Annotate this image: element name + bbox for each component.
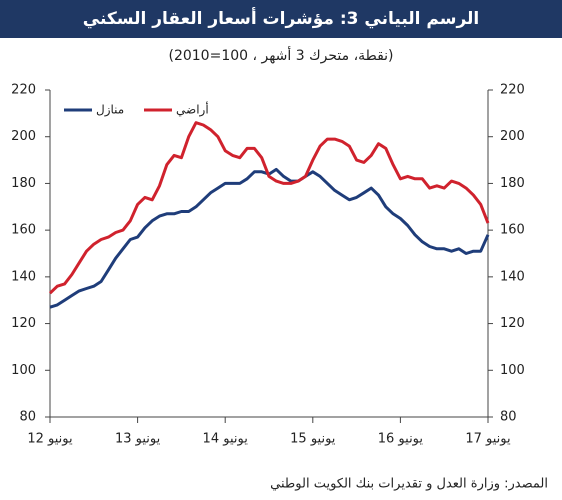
chart-title: الرسم البياني 3: مؤشرات أسعار العقار الس… <box>83 7 480 29</box>
y-tick-label: 200 <box>11 129 36 144</box>
x-tick-label: يونيو 16 <box>378 432 424 447</box>
x-tick-label: يونيو 12 <box>27 432 73 447</box>
y-tick-label: 120 <box>11 316 36 331</box>
series-line <box>49 167 490 309</box>
y-tick-label: 180 <box>11 176 36 191</box>
y-tick-label: 220 <box>11 83 36 98</box>
y-tick-label: 80 <box>19 410 36 425</box>
y2-tick-label: 160 <box>500 223 525 238</box>
x-tick-label: يونيو 13 <box>115 432 161 447</box>
x-tick-label: يونيو 15 <box>290 432 336 447</box>
y-tick-label: 160 <box>11 223 36 238</box>
chart-subtitle: (نقطة، متحرك 3 أشهر ، 100=2010) <box>168 46 393 64</box>
series-line <box>48 121 490 295</box>
y-tick-label: 100 <box>11 363 36 378</box>
y2-tick-label: 140 <box>500 269 525 284</box>
legend-label: أراضي <box>176 102 209 118</box>
y2-tick-label: 120 <box>500 316 525 331</box>
y2-tick-label: 80 <box>500 410 517 425</box>
source-note: المصدر: وزارة العدل و تقديرات بنك الكويت… <box>270 477 548 492</box>
y2-tick-label: 180 <box>500 176 525 191</box>
y2-tick-label: 200 <box>500 129 525 144</box>
x-tick-label: يونيو 17 <box>465 432 511 447</box>
y-tick-label: 140 <box>11 269 36 284</box>
legend-label: منازل <box>96 103 124 118</box>
x-tick-label: يونيو 14 <box>203 432 249 447</box>
title-bar <box>0 0 562 38</box>
y2-tick-label: 220 <box>500 83 525 98</box>
y2-tick-label: 100 <box>500 363 525 378</box>
